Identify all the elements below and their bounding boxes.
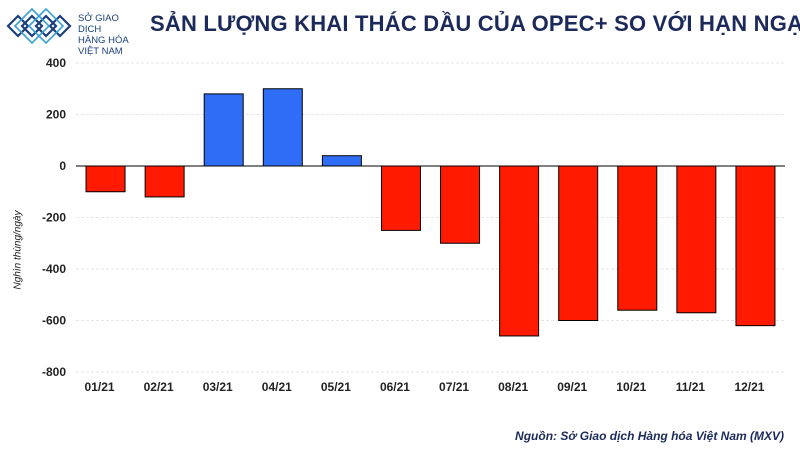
bar-01-21	[85, 165, 126, 193]
grid-layer	[76, 62, 785, 373]
bar-10-21	[617, 165, 658, 311]
bars-layer	[85, 88, 776, 337]
bar-04-21	[262, 88, 303, 167]
y-tick-label: 0	[59, 159, 66, 173]
y-tick-label: -600	[42, 314, 66, 328]
source-note: Nguồn: Sở Giao dịch Hàng hóa Việt Nam (M…	[515, 429, 784, 443]
bar-11-21	[676, 165, 717, 314]
x-tick-label: 03/21	[203, 380, 233, 394]
x-tick-label: 12/21	[734, 380, 764, 394]
y-tick-label: -800	[42, 365, 66, 379]
x-tick-label: 10/21	[616, 380, 646, 394]
logo-text: SỞ GIAO DỊCH HÀNG HÓA VIỆT NAM	[78, 13, 144, 57]
x-tick-label: 04/21	[262, 380, 292, 394]
x-tick-label: 08/21	[498, 380, 528, 394]
x-tick-label: 05/21	[321, 380, 351, 394]
axis-layer: 400 200 0 -200 -400 -600 -800 01/21 02/21 03/21 04…	[42, 56, 765, 394]
logo-line-2: HÀNG HÓA	[78, 35, 129, 46]
brand-logo: SỞ GIAO DỊCH HÀNG HÓA VIỆT NAM	[4, 4, 144, 57]
bar-02-21	[144, 165, 185, 198]
x-tick-label: 07/21	[439, 380, 469, 394]
diamond-weave-logo-icon	[6, 7, 72, 45]
bar-07-21	[440, 165, 481, 244]
logo-line-3: VIỆT NAM	[78, 46, 123, 57]
bar-06-21	[380, 165, 421, 231]
logo-line-1: SỞ GIAO DỊCH	[78, 13, 119, 35]
x-tick-label: 06/21	[380, 380, 410, 394]
bar-12-21	[735, 165, 776, 327]
bar-05-21	[321, 155, 362, 167]
y-axis-label: Nghìn thùng/ngày	[12, 210, 24, 290]
chart-title: SẢN LƯỢNG KHAI THÁC DẦU CỦA OPEC+ SO VỚI…	[150, 11, 800, 36]
x-tick-label: 09/21	[557, 380, 587, 394]
x-tick-label: 02/21	[144, 380, 174, 394]
y-tick-label: -200	[42, 211, 66, 225]
bar-08-21	[499, 165, 540, 337]
y-tick-label: -400	[42, 262, 66, 276]
x-tick-label: 01/21	[85, 380, 115, 394]
bar-03-21	[203, 93, 244, 167]
bar-09-21	[558, 165, 599, 321]
y-tick-label: 400	[46, 56, 66, 70]
y-tick-label: 200	[46, 108, 66, 122]
x-tick-label: 11/21	[676, 380, 706, 394]
